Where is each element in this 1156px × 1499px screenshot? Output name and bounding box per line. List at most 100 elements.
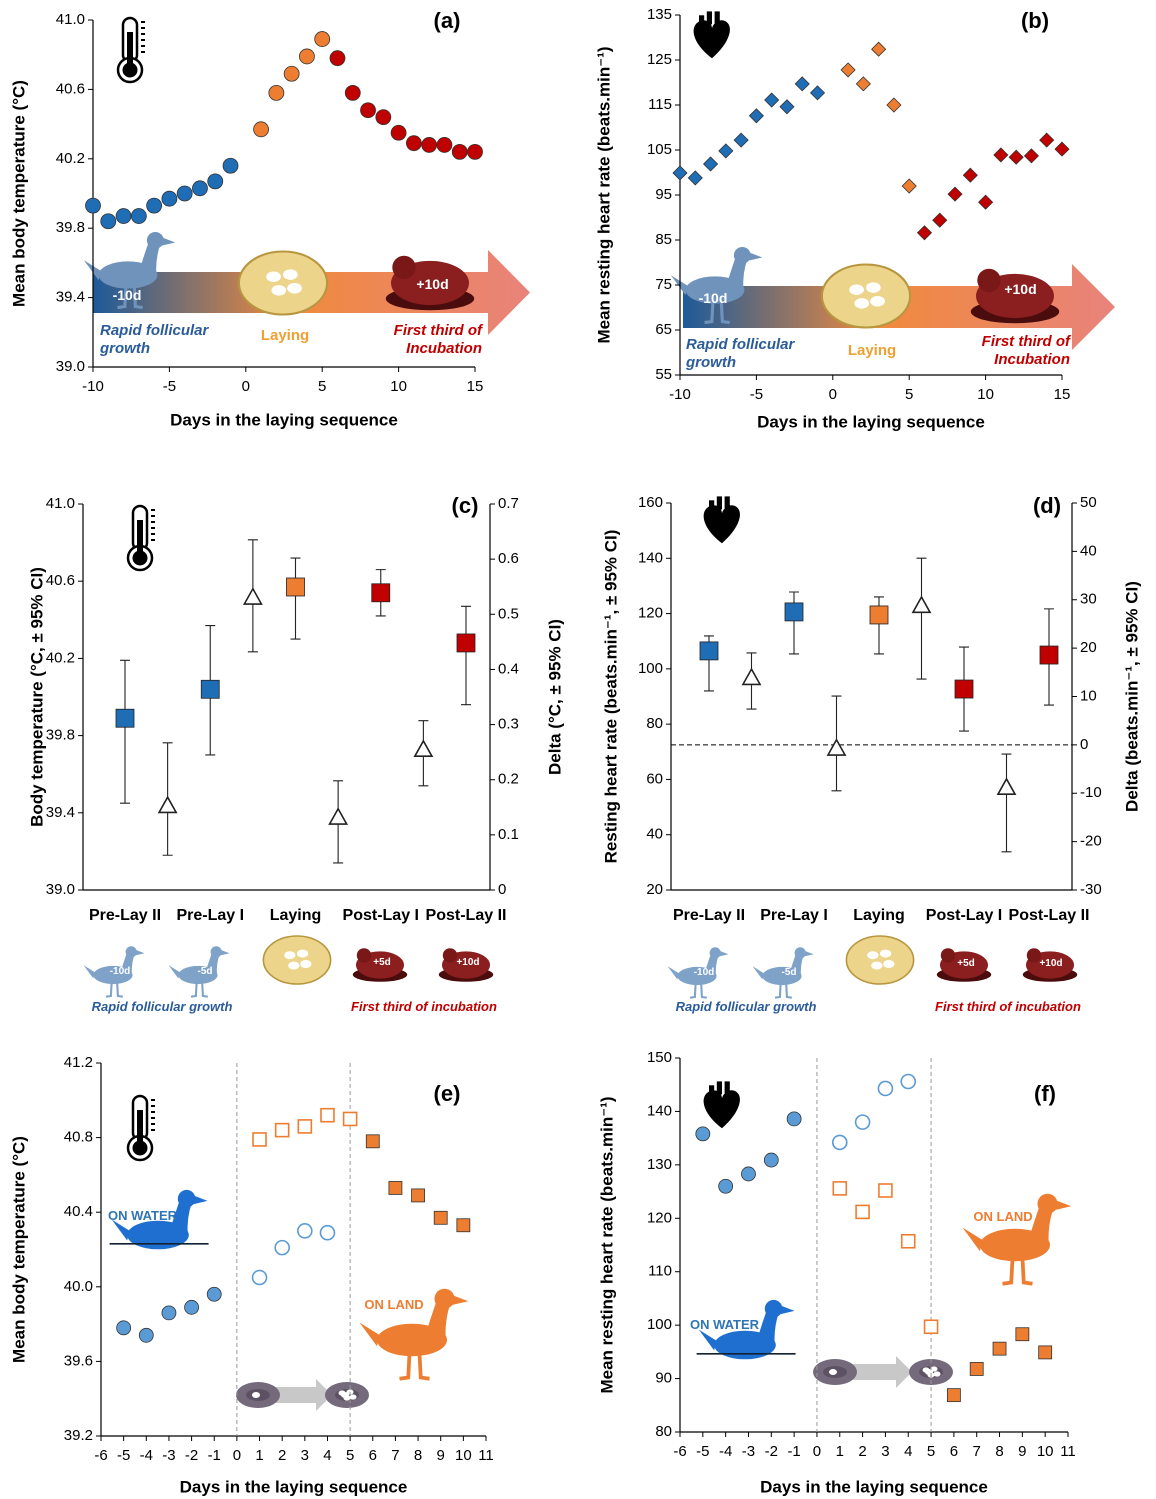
icon-part <box>716 496 722 510</box>
annotation: -10d <box>109 966 131 977</box>
y-tick-label: 40.2 <box>46 649 75 666</box>
icon-part <box>178 965 218 985</box>
incubating-duck-icon <box>970 268 1060 324</box>
icon-part <box>427 1300 451 1340</box>
y-tick-label: 40.8 <box>64 1129 93 1146</box>
duck-icon <box>83 946 145 998</box>
icon-part <box>127 1220 189 1250</box>
data-point <box>854 1114 871 1130</box>
icon-part <box>724 1081 730 1094</box>
category-label: Pre-Lay II <box>673 907 745 924</box>
data-point <box>320 1107 335 1123</box>
annotation: +5d <box>373 957 391 968</box>
icon-part <box>1026 948 1042 963</box>
data-point <box>840 62 856 78</box>
x-tick-label: 0 <box>829 386 837 403</box>
data-point <box>741 1166 756 1182</box>
x-tick-label: 10 <box>390 378 407 395</box>
data-point <box>161 1305 177 1321</box>
y-tick-label: 90 <box>655 1370 672 1387</box>
data-point <box>138 1327 154 1343</box>
icon-part <box>288 961 300 970</box>
error-bar <box>789 591 799 655</box>
data-point <box>130 208 147 224</box>
icon-part <box>434 1288 455 1309</box>
icon-part <box>1030 1205 1054 1245</box>
x-tick-label: 5 <box>905 386 913 403</box>
icon-part <box>132 1140 148 1156</box>
data-point <box>371 583 391 603</box>
data-point <box>695 1126 711 1142</box>
y2-tick-label: 0.2 <box>498 771 519 788</box>
icon-part <box>820 263 912 329</box>
category-label: Pre-Lay I <box>176 907 244 924</box>
y-axis-label: Mean body temperature (°C) <box>9 80 28 307</box>
x-tick-label: 9 <box>1018 1443 1026 1460</box>
icon-part <box>83 965 95 979</box>
category-label: Pre-Lay I <box>760 907 828 924</box>
data-point <box>901 178 917 194</box>
icon-part <box>193 1195 208 1205</box>
y-tick-label: 80 <box>655 1423 672 1440</box>
icon-part <box>392 255 416 280</box>
icon-part <box>161 237 176 246</box>
annotation: +10d <box>416 276 449 292</box>
x-tick-label: -6 <box>94 1447 107 1464</box>
category-label: Pre-Lay II <box>89 907 161 924</box>
icon-part <box>121 952 135 975</box>
data-point <box>741 667 762 686</box>
duck-icon <box>109 1189 209 1250</box>
data-point <box>932 212 948 228</box>
icon-part <box>933 1371 941 1377</box>
icon-part <box>704 301 730 325</box>
annotation: ON LAND <box>364 1297 424 1312</box>
data-point <box>456 1218 471 1233</box>
icon-part <box>266 271 281 282</box>
icon-part <box>709 947 721 959</box>
icon-part <box>237 250 329 316</box>
data-point <box>702 156 719 172</box>
icon-part <box>252 1392 260 1398</box>
icon-part <box>210 946 222 958</box>
annotation: Rapid follicular growth <box>686 336 795 371</box>
error-bar <box>290 557 301 640</box>
incubating-duck-icon <box>438 948 494 982</box>
data-point <box>1015 1327 1030 1342</box>
icon-part <box>338 1390 346 1396</box>
x-tick-label: 7 <box>973 1443 981 1460</box>
icon-part <box>177 1189 196 1208</box>
icon-part <box>127 32 133 68</box>
icon-part <box>774 983 792 999</box>
incubating-duck-icon <box>936 948 992 982</box>
annotation: Laying <box>260 327 310 344</box>
x-tick-label: 2 <box>278 1447 286 1464</box>
incubating-duck-icon <box>352 948 408 982</box>
data-point <box>274 1122 290 1138</box>
y-tick-label: 80 <box>646 715 663 732</box>
icon-part <box>733 246 751 264</box>
x-tick-label: -4 <box>719 1443 732 1460</box>
data-point <box>251 1269 268 1286</box>
icon-part <box>714 11 720 24</box>
icon-part <box>132 550 148 566</box>
icon-part <box>962 1227 983 1252</box>
icon-part <box>271 285 287 296</box>
annotation: +10d <box>1039 958 1063 969</box>
icon-part <box>871 961 883 970</box>
y-tick-label: 140 <box>647 1102 672 1119</box>
x-tick-label: -1 <box>208 1447 221 1464</box>
annotation: -10d <box>112 287 142 303</box>
data-point <box>100 213 117 230</box>
icon-part <box>880 949 892 958</box>
icon-part <box>727 256 748 290</box>
y2-tick-label: -30 <box>1080 881 1102 898</box>
y-tick-label: 130 <box>647 1156 672 1173</box>
icon-part <box>137 1110 143 1146</box>
data-point <box>996 777 1017 796</box>
x-tick-label: 4 <box>323 1447 331 1464</box>
icon-part <box>220 949 230 956</box>
icon-part <box>1037 1193 1058 1214</box>
data-point <box>1008 149 1024 165</box>
data-point <box>283 65 300 82</box>
icon-part <box>693 20 730 59</box>
